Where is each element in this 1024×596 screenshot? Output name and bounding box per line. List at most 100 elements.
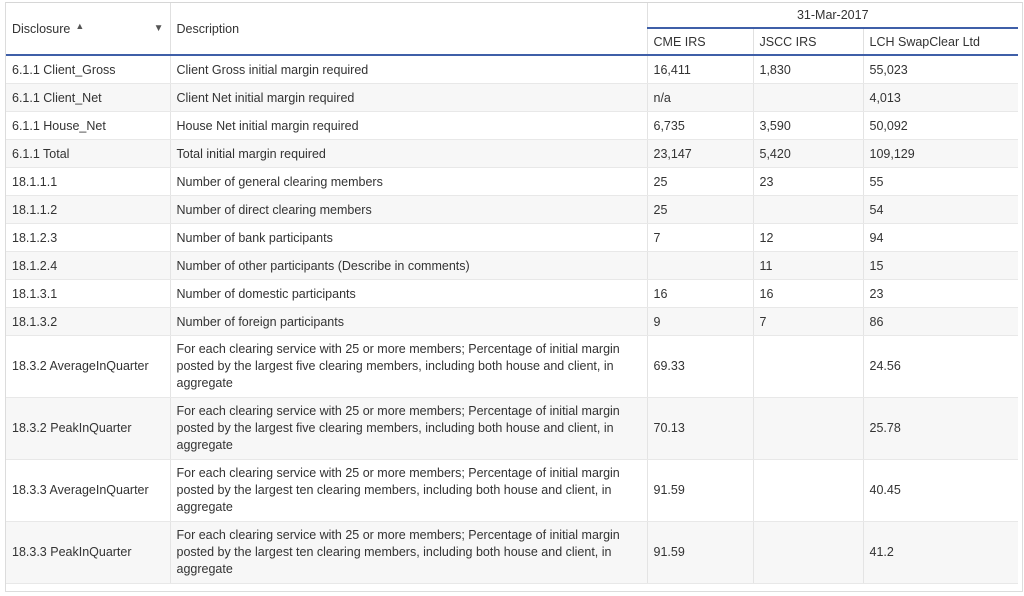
lch-swapclear-label: LCH SwapClear Ltd <box>869 34 980 49</box>
disclosure-header-label: Disclosure <box>12 21 71 36</box>
cell-jscc-irs: 7 <box>752 307 863 336</box>
table-row[interactable]: 6.1.1 Total Total initial margin required… <box>6 139 1019 168</box>
date-label: 31-Mar-2017 <box>796 8 869 22</box>
cell-cme-irs: 25 <box>646 167 753 196</box>
cell-jscc-irs <box>752 521 863 584</box>
cell-cme-irs: 69.33 <box>646 335 753 398</box>
cell-lch-swapclear: 4,013 <box>862 83 1019 112</box>
cell-lch-swapclear: 24.56 <box>862 335 1019 398</box>
cell-disclosure: 18.1.2.4 <box>6 251 170 280</box>
cell-description: For each clearing service with 25 or mor… <box>169 521 647 584</box>
cell-cme-irs: 9 <box>646 307 753 336</box>
cell-jscc-irs <box>752 335 863 398</box>
cell-lch-swapclear: 94 <box>862 223 1019 252</box>
cell-jscc-irs: 3,590 <box>752 111 863 140</box>
column-header-cme-irs[interactable]: CME IRS <box>646 28 753 56</box>
cell-description: For each clearing service with 25 or mor… <box>169 459 647 522</box>
table-row[interactable]: 18.1.1.1 Number of general clearing membe… <box>6 167 1019 196</box>
cell-disclosure: 6.1.1 Client_Gross <box>6 55 170 84</box>
caret-up-icon[interactable]: ▲ <box>75 20 85 31</box>
cell-lch-swapclear: 50,092 <box>862 111 1019 140</box>
cell-lch-swapclear: 55,023 <box>862 55 1019 84</box>
caret-down-icon[interactable]: ▼ <box>153 23 164 34</box>
cell-cme-irs: 7 <box>646 223 753 252</box>
cell-description: For each clearing service with 25 or mor… <box>169 335 647 398</box>
table-row[interactable]: 6.1.1 Client_Gross Client Gross initial m… <box>6 55 1019 84</box>
cell-lch-swapclear: 86 <box>862 307 1019 336</box>
cell-lch-swapclear: 109,129 <box>862 139 1019 168</box>
cell-lch-swapclear: 23 <box>862 279 1019 308</box>
cell-disclosure: 18.1.3.1 <box>6 279 170 308</box>
cell-cme-irs: 91.59 <box>646 521 753 584</box>
cell-jscc-irs: 16 <box>752 279 863 308</box>
cell-cme-irs: 6,735 <box>646 111 753 140</box>
column-header-disclosure[interactable]: Disclosure ▲ ▼ <box>6 3 170 56</box>
cell-cme-irs: 70.13 <box>646 397 753 460</box>
cell-description: Number of other participants (Describe i… <box>169 251 647 280</box>
cell-jscc-irs: 23 <box>752 167 863 196</box>
cell-description: For each clearing service with 25 or mor… <box>169 397 647 460</box>
table-row[interactable]: 18.3.3 AverageInQuarter For each clearing… <box>6 459 1019 522</box>
cell-jscc-irs <box>752 459 863 522</box>
cell-description: Number of foreign participants <box>169 307 647 336</box>
cell-lch-swapclear: 54 <box>862 195 1019 224</box>
table-row[interactable]: 18.3.2 PeakInQuarter For each clearing se… <box>6 397 1019 460</box>
cell-description: Number of domestic participants <box>169 279 647 308</box>
cell-disclosure: 6.1.1 Total <box>6 139 170 168</box>
cell-disclosure: 18.1.2.3 <box>6 223 170 252</box>
cell-lch-swapclear: 55 <box>862 167 1019 196</box>
table-row[interactable]: 6.1.1 House_Net House Net initial margin … <box>6 111 1019 140</box>
cell-description: House Net initial margin required <box>169 111 647 140</box>
table-row[interactable]: 18.1.1.2 Number of direct clearing member… <box>6 195 1019 224</box>
cell-jscc-irs <box>752 83 863 112</box>
cell-disclosure: 18.3.3 PeakInQuarter <box>6 521 170 584</box>
table-row[interactable]: 6.1.1 Client_Net Client Net initial margi… <box>6 83 1019 112</box>
column-header-description[interactable]: Description <box>169 3 647 56</box>
cell-disclosure: 18.1.1.2 <box>6 195 170 224</box>
cell-jscc-irs <box>752 397 863 460</box>
cell-cme-irs: n/a <box>646 83 753 112</box>
cell-disclosure: 18.3.3 AverageInQuarter <box>6 459 170 522</box>
cell-description: Client Gross initial margin required <box>169 55 647 84</box>
cell-lch-swapclear: 41.2 <box>862 521 1019 584</box>
cell-disclosure: 18.3.2 AverageInQuarter <box>6 335 170 398</box>
cell-jscc-irs: 11 <box>752 251 863 280</box>
description-header-label: Description <box>176 21 240 36</box>
column-header-jscc-irs[interactable]: JSCC IRS <box>752 28 863 56</box>
cell-disclosure: 18.1.3.2 <box>6 307 170 336</box>
cell-jscc-irs: 5,420 <box>752 139 863 168</box>
table-row[interactable]: 18.3.2 AverageInQuarter For each clearing… <box>6 335 1019 398</box>
table-row[interactable]: 18.1.2.3 Number of bank participants 7 12 94 <box>6 223 1019 252</box>
cell-disclosure: 6.1.1 House_Net <box>6 111 170 140</box>
cell-lch-swapclear: 25.78 <box>862 397 1019 460</box>
table-row[interactable]: 18.1.3.2 Number of foreign participants 9 7… <box>6 307 1019 336</box>
cell-disclosure: 18.1.1.1 <box>6 167 170 196</box>
cell-disclosure: 6.1.1 Client_Net <box>6 83 170 112</box>
cell-description: Number of general clearing members <box>169 167 647 196</box>
table-header: Disclosure ▲ ▼ Description 31-Mar-2017 CM… <box>6 3 1019 56</box>
cell-cme-irs: 91.59 <box>646 459 753 522</box>
date-group-header: 31-Mar-2017 <box>646 3 1019 29</box>
cell-description: Total initial margin required <box>169 139 647 168</box>
cell-cme-irs: 16 <box>646 279 753 308</box>
cell-lch-swapclear: 40.45 <box>862 459 1019 522</box>
table-row[interactable]: 18.1.2.4 Number of other participants (De… <box>6 251 1019 280</box>
cell-cme-irs: 23,147 <box>646 139 753 168</box>
cell-cme-irs <box>646 251 753 280</box>
table-body: 6.1.1 Client_Gross Client Gross initial m… <box>6 55 1019 584</box>
cell-disclosure: 18.3.2 PeakInQuarter <box>6 397 170 460</box>
cell-description: Number of bank participants <box>169 223 647 252</box>
disclosure-grid: Disclosure ▲ ▼ Description 31-Mar-2017 CM… <box>5 2 1023 592</box>
jscc-irs-label: JSCC IRS <box>759 34 817 49</box>
cme-irs-label: CME IRS <box>653 34 706 49</box>
cell-lch-swapclear: 15 <box>862 251 1019 280</box>
cell-jscc-irs <box>752 195 863 224</box>
cell-cme-irs: 16,411 <box>646 55 753 84</box>
cell-cme-irs: 25 <box>646 195 753 224</box>
cell-description: Number of direct clearing members <box>169 195 647 224</box>
column-header-lch-swapclear[interactable]: LCH SwapClear Ltd <box>862 28 1019 56</box>
table-row[interactable]: 18.1.3.1 Number of domestic participants 1… <box>6 279 1019 308</box>
data-table: Disclosure ▲ ▼ Description 31-Mar-2017 CM… <box>6 3 1019 584</box>
table-row[interactable]: 18.3.3 PeakInQuarter For each clearing se… <box>6 521 1019 584</box>
cell-jscc-irs: 1,830 <box>752 55 863 84</box>
